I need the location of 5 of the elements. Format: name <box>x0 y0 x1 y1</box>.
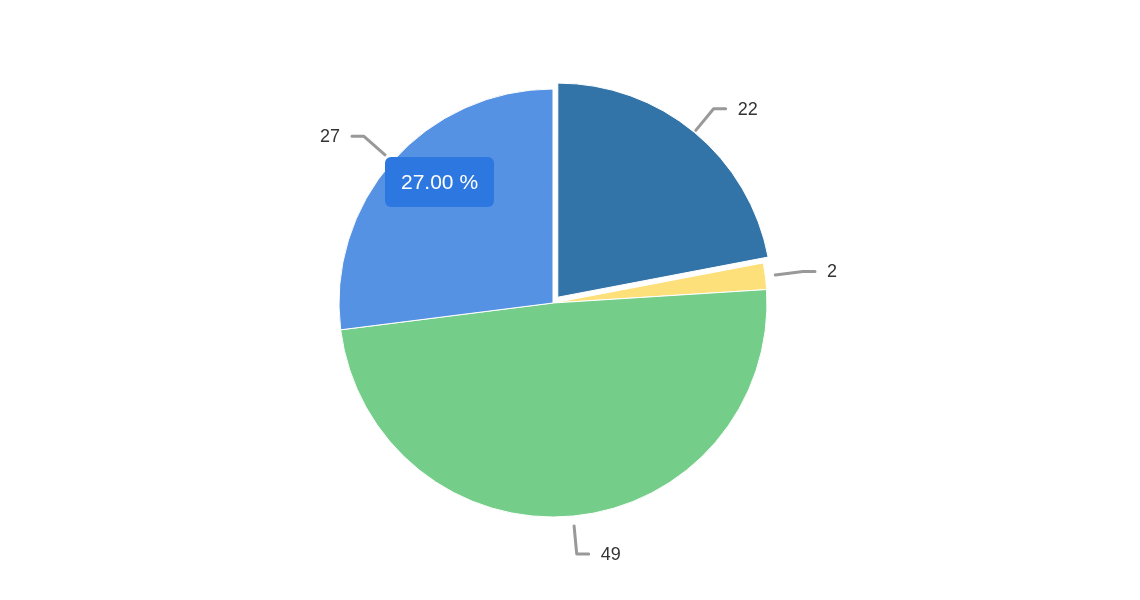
text: 27.00 % <box>385 157 495 207</box>
data-label: 49 <box>600 543 621 564</box>
data-label: 22 <box>737 98 758 119</box>
data-label: 2 <box>827 261 838 282</box>
data-label: 27 <box>319 126 340 147</box>
